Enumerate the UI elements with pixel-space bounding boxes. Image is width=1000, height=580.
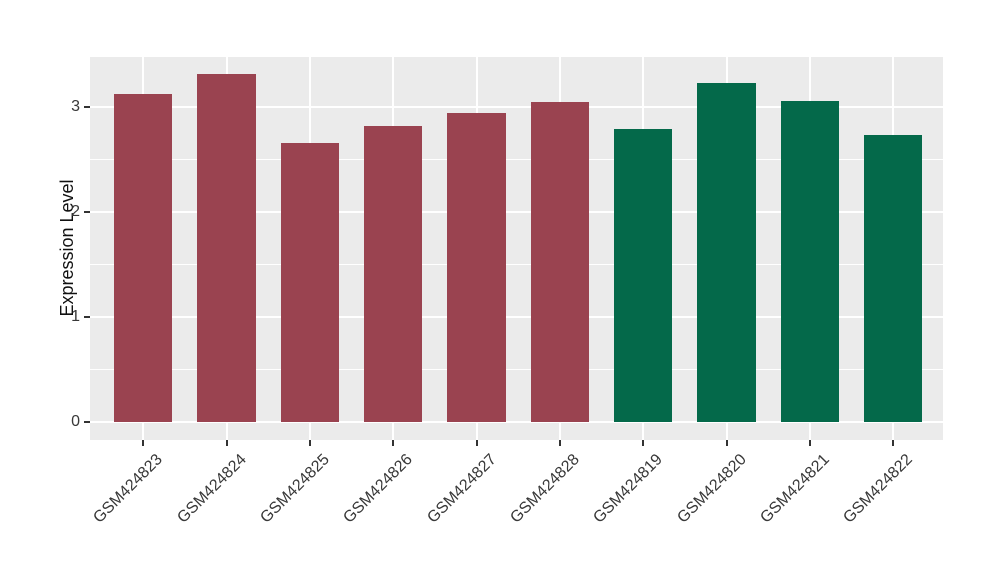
- y-axis-tick-label: 2: [71, 203, 80, 221]
- y-axis-tick-label: 0: [71, 412, 80, 430]
- y-axis-tick: [84, 106, 90, 109]
- x-axis-tick: [475, 440, 478, 446]
- x-axis-tick: [142, 440, 145, 446]
- gridline-major-horizontal: [90, 106, 943, 109]
- bar-GSM424827: [447, 112, 506, 422]
- x-axis-tick: [892, 440, 895, 446]
- x-axis-tick: [558, 440, 561, 446]
- gridline-minor-horizontal: [90, 264, 943, 265]
- x-axis-tick: [725, 440, 728, 446]
- x-axis-tick: [642, 440, 645, 446]
- x-axis-tick-label: GSM424826: [340, 451, 417, 527]
- x-axis-tick: [392, 440, 395, 446]
- x-axis-tick-label: GSM424828: [507, 451, 583, 527]
- gridline-minor-horizontal: [90, 159, 943, 161]
- gridline-major-horizontal: [90, 315, 943, 318]
- y-axis-tick: [84, 420, 90, 423]
- y-axis-tick: [84, 211, 90, 214]
- x-axis-tick-label: GSM424822: [840, 451, 917, 527]
- x-axis-tick: [808, 440, 811, 446]
- bar-GSM424823: [114, 93, 173, 422]
- bar-GSM424819: [614, 129, 673, 422]
- y-axis-title: Expression Level: [57, 179, 77, 317]
- bar-GSM424824: [197, 73, 256, 422]
- y-axis-tick-label: 3: [71, 98, 80, 116]
- bar-GSM424826: [364, 126, 423, 422]
- x-axis-tick-label: GSM424823: [90, 451, 167, 527]
- x-axis-tick: [225, 440, 228, 446]
- x-axis-tick-label: GSM424825: [257, 451, 333, 527]
- bar-GSM424822: [864, 134, 923, 422]
- x-axis-tick-label: GSM424820: [674, 451, 750, 527]
- bar-GSM424820: [697, 83, 756, 422]
- x-axis-tick-label: GSM424819: [590, 451, 667, 527]
- gridline-major-horizontal: [90, 211, 943, 214]
- gridline-minor-horizontal: [90, 368, 943, 370]
- y-axis-tick-label: 1: [71, 307, 80, 325]
- plot-panel: [90, 57, 943, 440]
- bar-GSM424821: [780, 101, 840, 422]
- y-axis-tick: [84, 315, 90, 318]
- x-axis-tick-label: GSM424827: [424, 451, 500, 527]
- x-axis-tick-label: GSM424824: [174, 451, 250, 527]
- x-axis-tick-label: GSM424821: [757, 451, 833, 527]
- x-axis-tick: [308, 440, 311, 446]
- bar-GSM424825: [280, 142, 340, 422]
- bar-GSM424828: [530, 102, 590, 422]
- gridline-major-horizontal: [90, 420, 943, 423]
